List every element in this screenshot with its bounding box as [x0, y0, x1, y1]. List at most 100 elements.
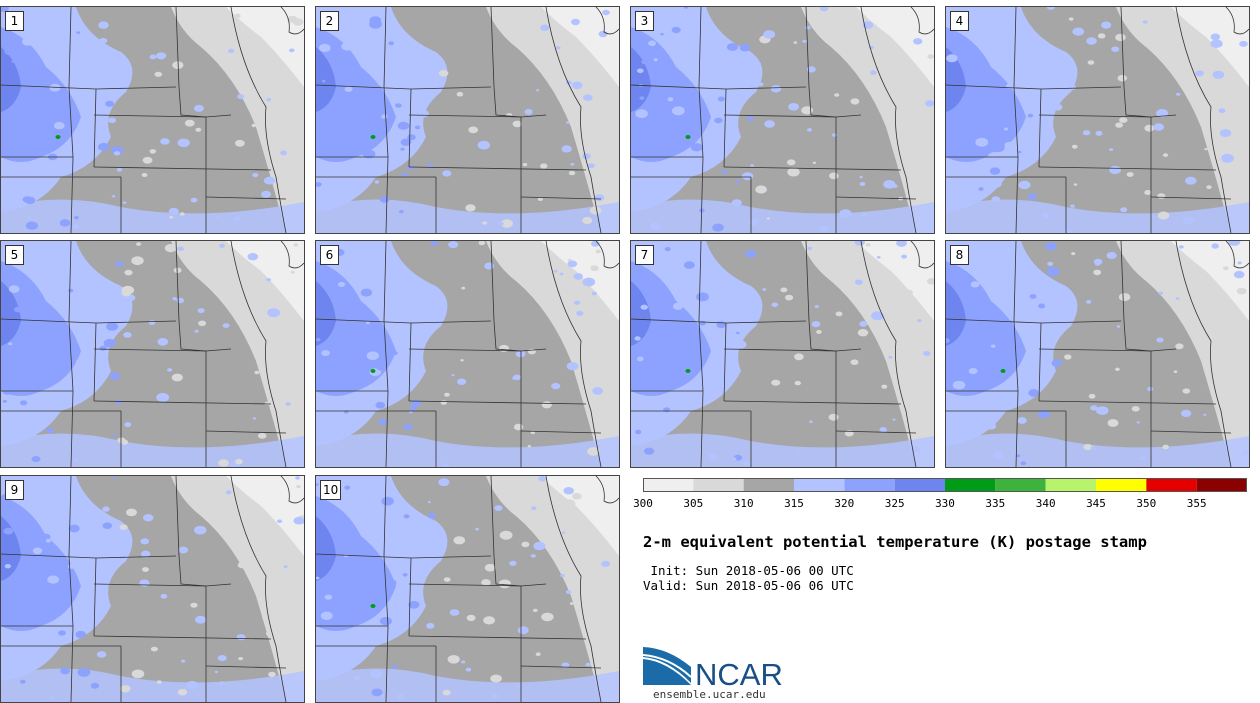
high-value-spot [685, 135, 691, 139]
field-speckle [13, 306, 23, 313]
field-speckle [726, 43, 739, 51]
field-speckle [234, 13, 241, 18]
field-speckle [901, 254, 907, 259]
field-speckle [946, 338, 950, 344]
field-speckle [703, 283, 714, 291]
field-region-lightest [541, 7, 619, 87]
field-speckle [91, 275, 99, 280]
field-speckle [509, 560, 517, 566]
field-speckle [414, 125, 421, 130]
field-speckle [1180, 409, 1192, 417]
field-speckle [216, 215, 221, 219]
field-speckle [1185, 176, 1197, 185]
field-speckle [859, 176, 863, 179]
field-speckle [512, 120, 522, 128]
field-speckle [1111, 46, 1120, 52]
field-speckle [344, 86, 353, 92]
field-speckle [98, 21, 109, 29]
field-region-south [946, 433, 1249, 467]
field-speckle [289, 48, 295, 53]
state-border [93, 322, 97, 402]
field-speckle [461, 660, 466, 664]
field-speckle [571, 18, 580, 26]
field-speckle [62, 625, 67, 629]
field-speckle [399, 210, 404, 214]
field-speckle [970, 281, 980, 288]
field-speckle [1041, 213, 1050, 219]
field-speckle [736, 331, 740, 335]
field-speckle [563, 487, 574, 495]
field-speckle [177, 688, 188, 696]
field-speckle [178, 546, 189, 554]
field-speckle [1237, 261, 1242, 265]
state-border [175, 241, 232, 352]
field-speckle [475, 527, 479, 531]
field-speckle [280, 150, 287, 156]
state-border [93, 400, 272, 405]
field-speckle [331, 425, 339, 431]
field-speckle [22, 37, 35, 46]
field-speckle [32, 331, 46, 341]
field-speckle [807, 128, 812, 132]
field-speckle [102, 506, 110, 512]
field-speckle [177, 138, 190, 148]
field-speckle [561, 662, 570, 668]
field-speckle [664, 247, 671, 252]
field-speckle [78, 536, 88, 542]
field-speckle [122, 201, 127, 205]
field-speckle [567, 260, 578, 268]
field-speckle [1109, 165, 1121, 175]
field-speckle [644, 447, 655, 455]
field-speckle [1182, 216, 1195, 225]
field-speckle [438, 478, 450, 487]
field-speckle [911, 446, 921, 453]
field-speckle [197, 308, 205, 314]
field-speckle [814, 305, 819, 309]
state-border [175, 7, 232, 118]
field-region-light [801, 7, 934, 233]
field-speckle [698, 347, 711, 356]
field-speckle [1068, 84, 1077, 91]
field-speckle [379, 196, 390, 203]
field-speckle [1236, 287, 1247, 295]
field-speckle [287, 15, 298, 23]
field-speckle [1201, 348, 1206, 352]
field-speckle [155, 52, 167, 60]
field-speckle [1020, 461, 1027, 466]
field-speckle [167, 368, 173, 372]
state-border [230, 7, 287, 233]
field-speckle [561, 531, 566, 534]
field-speckle [670, 272, 681, 280]
field-speckle [794, 380, 801, 386]
field-speckle [131, 669, 145, 679]
field-speckle [96, 651, 107, 658]
field-speckle [324, 594, 333, 600]
field-speckle [218, 459, 230, 467]
field-speckle [533, 541, 546, 551]
field-speckle [589, 206, 602, 215]
field-speckle [290, 270, 295, 274]
field-speckle [139, 579, 150, 587]
field-speckle [38, 563, 49, 571]
field-speckle [871, 311, 884, 321]
colorbar-tick: 330 [935, 497, 955, 510]
field-speckle [1156, 109, 1169, 118]
field-speckle [1028, 389, 1040, 397]
field-region-south [1, 668, 304, 702]
field-region-blue-dark [316, 47, 336, 112]
field-speckle [427, 501, 431, 504]
state-border [93, 635, 272, 640]
state-border [93, 166, 272, 171]
field-speckle [90, 682, 100, 689]
field-speckle [568, 170, 576, 176]
field-speckle [5, 582, 15, 589]
colorbar-segment [743, 478, 794, 492]
field-region-light [486, 476, 619, 702]
field-speckle [1149, 246, 1154, 249]
field-speckle [378, 418, 388, 425]
field-speckle [102, 522, 113, 529]
field-speckle [753, 61, 761, 67]
field-region-light [486, 7, 619, 233]
field-speckle [556, 46, 561, 50]
field-speckle [881, 384, 888, 389]
